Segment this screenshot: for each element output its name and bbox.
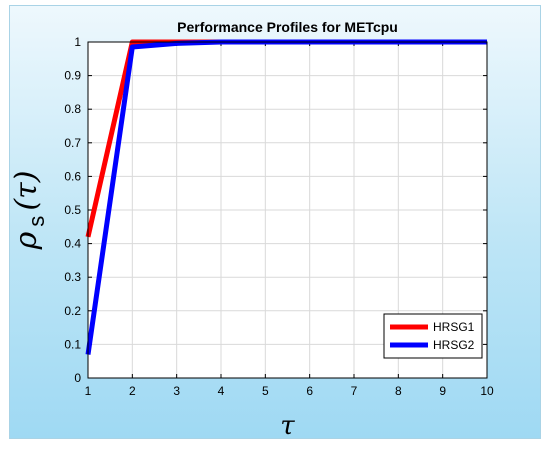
x-tick-label: 5 xyxy=(262,384,269,398)
legend-label-hrsg2: HRSG2 xyxy=(433,338,475,352)
x-tick-label: 8 xyxy=(395,384,402,398)
y-tick-label: 0.9 xyxy=(64,69,81,83)
y-axis-label-text: ρ s (τ) xyxy=(10,171,49,251)
y-axis-label-subscript: s xyxy=(24,216,49,227)
x-tick-label: 4 xyxy=(218,384,225,398)
legend-box xyxy=(383,313,483,359)
y-tick-label: 0.6 xyxy=(64,169,81,183)
x-tick-label: 7 xyxy=(351,384,358,398)
x-tick-label: 9 xyxy=(439,384,446,398)
y-tick-label: 0.2 xyxy=(64,304,81,318)
x-tick-label: 6 xyxy=(306,384,313,398)
y-tick-label: 0 xyxy=(74,371,81,385)
y-tick-label: 0.4 xyxy=(64,237,81,251)
figure-background: Performance Profiles for METcpu 1 2 3 4 5 6 7 8… xyxy=(9,5,541,440)
y-tick-label: 0.8 xyxy=(64,102,81,116)
x-tick-label: 1 xyxy=(85,384,92,398)
plot-frame xyxy=(87,41,488,379)
y-tick-label: 1 xyxy=(74,35,81,49)
y-axis-label-rho: ρ xyxy=(10,231,44,250)
y-tick-label: 0.1 xyxy=(64,337,81,351)
x-tick-label: 3 xyxy=(173,384,180,398)
chart-title: Performance Profiles for METcpu xyxy=(177,19,398,35)
y-tick-label: 0.3 xyxy=(64,270,81,284)
y-tick-label: 0.5 xyxy=(64,203,81,217)
y-axis-label-argument: (τ) xyxy=(10,171,44,211)
y-axis-label: ρ s (τ) xyxy=(10,171,49,251)
x-axis-label: τ xyxy=(280,411,295,440)
performance-profile-chart: Performance Profiles for METcpu 1 2 3 4 5 6 7 8… xyxy=(10,19,494,440)
x-tick-label: 10 xyxy=(480,384,494,398)
x-tick-label: 2 xyxy=(129,384,136,398)
legend: HRSG1 HRSG2 xyxy=(383,313,483,359)
y-tick-label: 0.7 xyxy=(64,136,81,150)
legend-label-hrsg1: HRSG1 xyxy=(433,320,475,334)
